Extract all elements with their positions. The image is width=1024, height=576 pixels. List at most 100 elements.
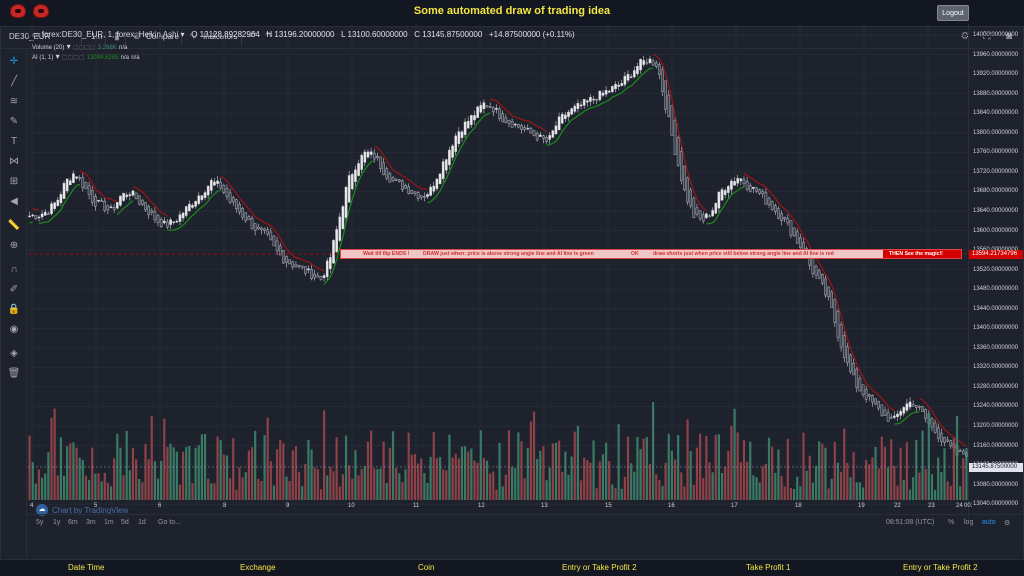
chart-pane[interactable]: ▭ forex:DE30_EUR, 1, forex, Heikin Ashi … — [28, 24, 968, 520]
trash-icon[interactable]: 🗑 — [7, 368, 21, 379]
symbol-selector[interactable]: DE30_EUR — [9, 32, 51, 41]
range-1d[interactable]: 1d — [138, 519, 146, 526]
trend-line-icon[interactable]: ╱ — [10, 76, 18, 87]
stay-drawing-icon[interactable]: ✐ — [9, 284, 19, 295]
volume-bar — [348, 465, 351, 500]
auto-toggle[interactable]: auto — [982, 519, 996, 526]
camera-icon[interactable]: ◙ — [1005, 31, 1013, 42]
range-3m[interactable]: 3m — [86, 519, 96, 526]
ai-line-segment — [737, 187, 742, 191]
volume-bar — [285, 476, 288, 500]
ai-line-segment — [543, 129, 547, 132]
candle-body — [169, 219, 172, 225]
log-toggle[interactable]: log — [964, 519, 974, 526]
volume-bar — [927, 413, 930, 500]
legend-collapse-icon[interactable]: ▭ — [32, 30, 40, 39]
ruler-icon[interactable]: 📏 — [7, 220, 21, 231]
ai-line-segment — [289, 251, 294, 256]
chart-type-icon[interactable]: ▮ — [114, 31, 120, 42]
price-chart-svg[interactable] — [28, 24, 968, 520]
candle-body — [473, 115, 476, 121]
magnet-icon[interactable]: ∩ — [10, 264, 18, 275]
price-axis[interactable]: 14000.00000000 13960.00000000 13920.000000… — [968, 24, 1023, 520]
volume-bar — [106, 482, 109, 500]
percent-toggle[interactable]: % — [948, 519, 955, 526]
interval-selector[interactable]: 1m — [91, 32, 103, 41]
candle-body — [958, 450, 962, 452]
volume-bar — [103, 472, 106, 500]
indicators-button[interactable]: Indicators — [203, 32, 238, 41]
legend-series-name[interactable]: forex:DE30_EUR, 1, forex, Heikin Ashi — [41, 30, 179, 39]
text-tool-icon[interactable]: T — [10, 136, 18, 147]
candle-body — [792, 227, 796, 237]
volume-bar — [673, 459, 677, 500]
candle-body — [228, 192, 232, 203]
pattern-tool-icon[interactable]: ⋈ — [9, 156, 19, 167]
ai-line-segment — [806, 240, 811, 247]
candle-body — [69, 180, 72, 186]
time-axis[interactable]: 4 5 6 8 9 10 11 12 13 15 16 17 18 19 22 23 24 00: — [28, 500, 972, 514]
ai-line-segment — [455, 151, 460, 158]
volume-bar — [908, 489, 912, 500]
volume-bar — [883, 446, 887, 500]
candle-body — [413, 191, 417, 194]
ai-line-segment — [245, 204, 250, 210]
volume-bar — [341, 474, 344, 500]
brush-icon[interactable]: ✎ — [9, 116, 19, 127]
volume-bar — [141, 482, 144, 500]
candle-body — [492, 106, 495, 113]
volume-bar — [645, 437, 648, 500]
candle-body — [404, 184, 407, 189]
trade-idea-annotation[interactable]: Wait till flip ENDS ! DRAW just when: pr… — [340, 249, 962, 259]
volume-bar — [310, 449, 313, 500]
compare-button[interactable]: Compare — [146, 32, 179, 41]
goto-button[interactable]: Go to... — [158, 519, 181, 526]
fullscreen-icon[interactable]: ⛶ — [983, 31, 991, 42]
brand-logo-icon-2 — [33, 4, 49, 18]
crosshair-icon[interactable]: ✛ — [9, 56, 19, 67]
volume-bar — [50, 417, 53, 500]
volume-bar — [482, 457, 485, 500]
logout-button[interactable]: Logout — [937, 5, 969, 21]
layers-icon[interactable]: ◈ — [10, 348, 18, 359]
candle-body — [426, 194, 429, 197]
range-1y[interactable]: 1y — [53, 519, 61, 526]
candle-body — [889, 416, 893, 419]
time-tick: 15 — [605, 503, 612, 509]
eye-icon[interactable]: ◉ — [9, 324, 19, 335]
lock-icon[interactable]: 🔒 — [7, 304, 21, 315]
ai-line-segment — [126, 202, 131, 207]
range-5y[interactable]: 5y — [36, 519, 44, 526]
candle-body — [680, 151, 683, 181]
candle-body — [607, 90, 611, 93]
volume-bar — [918, 472, 921, 500]
volume-bar — [504, 474, 507, 500]
volume-value: 3.268K — [97, 45, 117, 51]
volume-label[interactable]: Volume (20) — [32, 45, 65, 51]
ai-label[interactable]: AI (1, 1) — [32, 55, 54, 61]
redo-icon[interactable]: ↷ — [264, 31, 274, 42]
ai-line-segment — [439, 184, 444, 192]
fib-tool-icon[interactable]: ≋ — [9, 96, 19, 107]
candle-body — [871, 395, 874, 403]
candle-body — [633, 70, 636, 78]
prediction-tool-icon[interactable]: ⊞ — [9, 176, 19, 187]
volume-bar — [335, 437, 338, 500]
ai-legend: AI (1, 1) ▾ ▢▢▢▢ 13094.6285 n/a n/a — [32, 52, 140, 61]
indicators-icon[interactable]: ∿ — [188, 31, 198, 42]
settings-gear-icon[interactable]: ⚙ — [960, 31, 970, 42]
range-1m[interactable]: 1m — [104, 519, 114, 526]
axis-settings-icon[interactable]: ⚙ — [1004, 520, 1011, 527]
zoom-in-icon[interactable]: ⊕ — [9, 240, 19, 251]
volume-bar — [445, 470, 448, 500]
compare-icon[interactable]: ⊕ — [132, 31, 142, 42]
arrow-left-icon[interactable]: ◀ — [10, 196, 18, 207]
range-5d[interactable]: 5d — [121, 519, 129, 526]
undo-icon[interactable]: ↶ — [248, 31, 258, 42]
range-6m[interactable]: 6m — [68, 519, 78, 526]
time-tick: 23 — [928, 503, 935, 509]
candle-body — [159, 219, 163, 227]
tradingview-watermark[interactable]: ☁ Chart by TradingView — [36, 504, 128, 516]
volume-bar — [254, 430, 257, 500]
ai-line-segment — [258, 218, 262, 222]
